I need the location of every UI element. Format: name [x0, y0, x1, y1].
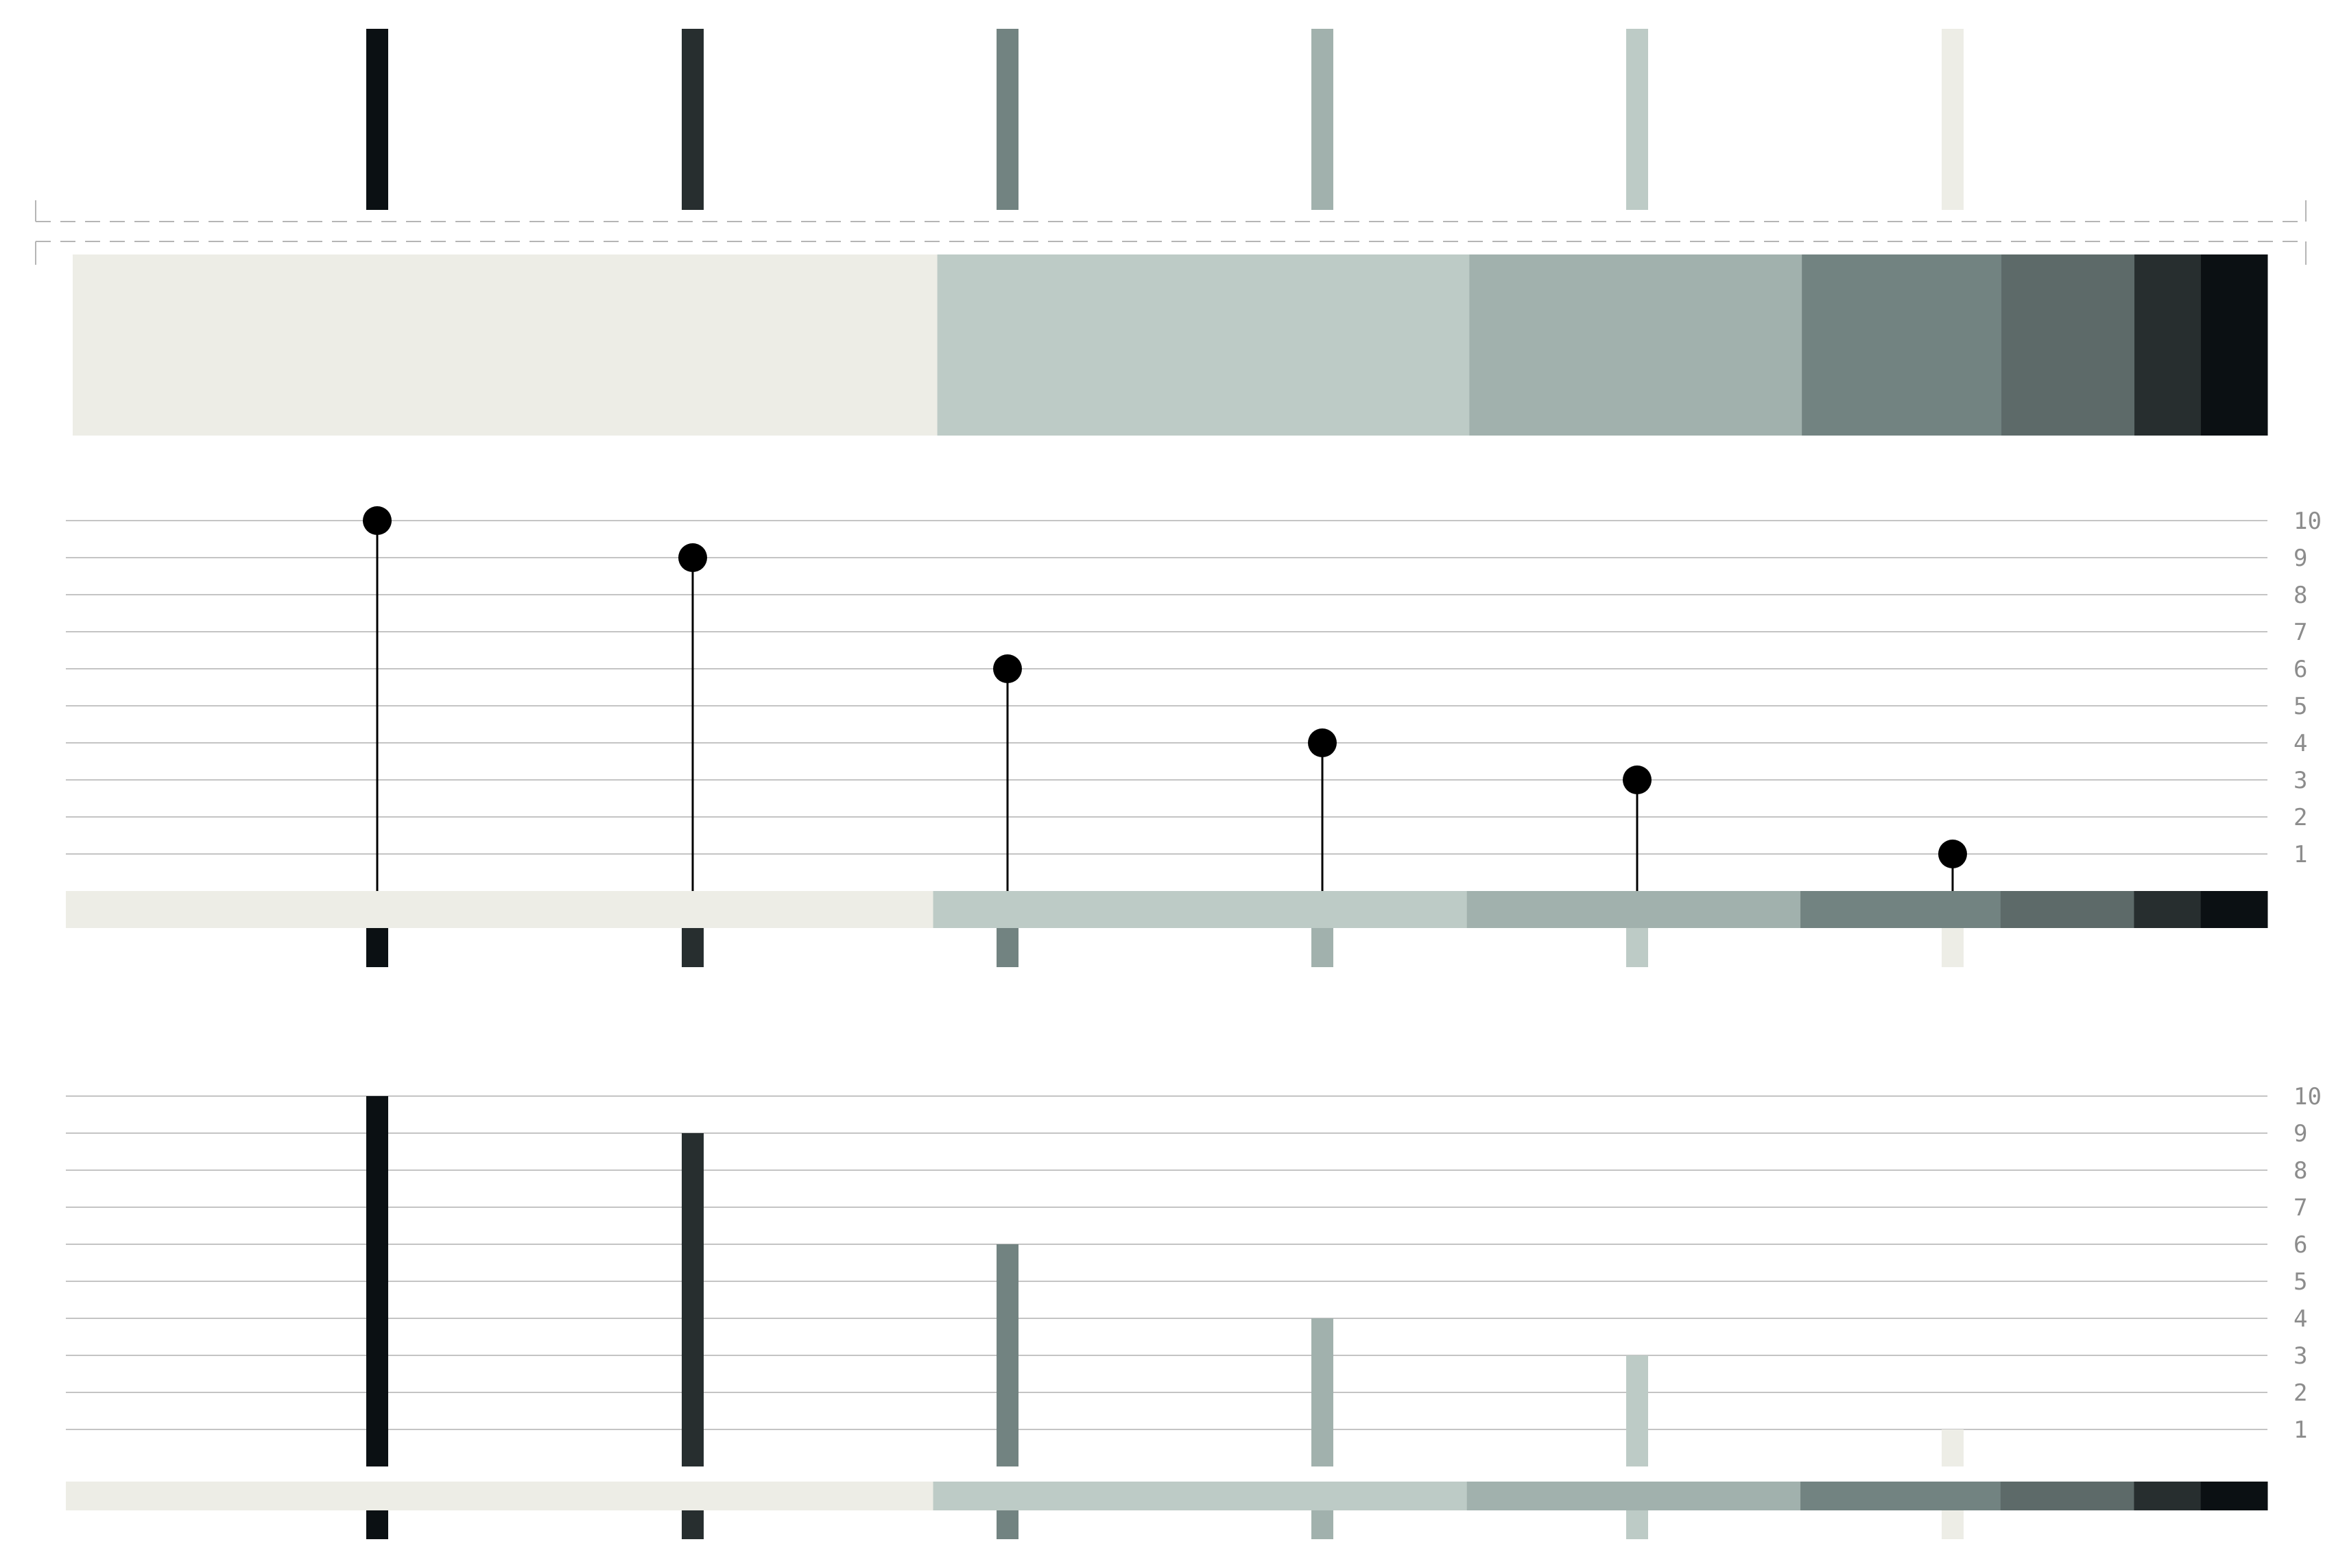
middle-base-band-segment-2: [933, 891, 1468, 928]
middle-y-tick-label: 3: [2294, 767, 2307, 794]
bottom-base-band-segment-6: [2134, 1482, 2202, 1510]
bottom-y-tick-label: 4: [2294, 1305, 2307, 1333]
middle-y-tick-label: 9: [2294, 545, 2307, 572]
bottom-y-tick-label: 5: [2294, 1268, 2307, 1296]
middle-category-tab-4: [1311, 928, 1333, 967]
middle-y-tick-label: 7: [2294, 619, 2307, 646]
bottom-base-band-segment-5: [2000, 1482, 2134, 1510]
stacked-band-panel: [73, 254, 2268, 436]
bottom-y-tick-label: 7: [2294, 1194, 2307, 1222]
bottom-category-tab-5: [1626, 1509, 1648, 1539]
bottom-base-band-segment-7: [2200, 1482, 2268, 1510]
band-segment-5: [2001, 254, 2135, 436]
bottom-y-tick-label: 8: [2294, 1157, 2307, 1185]
bar-3: [997, 1244, 1018, 1466]
middle-category-tab-5: [1626, 928, 1648, 967]
middle-base-band-segment-6: [2134, 891, 2202, 928]
middle-y-tick-label: 6: [2294, 656, 2307, 683]
top-bar-5: [1626, 29, 1648, 210]
lollipop-marker-3: [993, 654, 1022, 683]
lollipop-marker-6: [1938, 840, 1967, 868]
middle-y-tick-label: 5: [2294, 693, 2307, 720]
bar-panel: 1 2 3 4 5 6 7 8 9 10: [66, 1083, 2322, 1539]
lollipop-panel: 1 2 3 4 5 6 7 8 9 10: [66, 506, 2322, 967]
lollipop-marker-2: [678, 543, 707, 572]
middle-base-band-segment-4: [1800, 891, 2001, 928]
middle-y-tick-label: 1: [2294, 841, 2307, 868]
top-bar-1: [366, 29, 388, 210]
middle-category-tab-6: [1942, 928, 1964, 967]
middle-y-tick-label: 8: [2294, 582, 2307, 609]
middle-category-tab-3: [997, 928, 1018, 967]
bottom-y-tick-label: 1: [2294, 1416, 2307, 1444]
top-bar-2: [682, 29, 704, 210]
band-segment-7: [2201, 254, 2268, 436]
band-segment-3: [1469, 254, 1802, 436]
bottom-y-tick-label: 6: [2294, 1231, 2307, 1259]
bar-6: [1942, 1429, 1964, 1466]
top-bar-3: [997, 29, 1018, 210]
lollipop-marker-4: [1308, 728, 1337, 757]
bottom-category-tab-3: [997, 1509, 1018, 1539]
bottom-category-tab-4: [1311, 1509, 1333, 1539]
top-bar-4: [1311, 29, 1333, 210]
lollipop-marker-1: [363, 506, 392, 535]
bottom-y-tick-label: 9: [2294, 1120, 2307, 1148]
middle-y-tick-label: 10: [2294, 508, 2322, 535]
bottom-y-tick-label: 2: [2294, 1379, 2307, 1407]
middle-category-tab-2: [682, 928, 704, 967]
bottom-category-tab-1: [366, 1509, 388, 1539]
middle-base-band-segment-3: [1466, 891, 1801, 928]
bar-5: [1626, 1355, 1648, 1466]
middle-base-band-segment-7: [2200, 891, 2268, 928]
middle-y-tick-label: 4: [2294, 730, 2307, 757]
middle-base-band-segment-5: [2000, 891, 2134, 928]
bar-1: [366, 1096, 388, 1466]
bottom-base-band-segment-1: [66, 1482, 934, 1510]
dashed-separator: [35, 200, 2307, 265]
top-bar-6: [1942, 29, 1964, 210]
bottom-category-tab-2: [682, 1509, 704, 1539]
middle-y-tick-label: 2: [2294, 804, 2307, 831]
bar-2: [682, 1133, 704, 1466]
bottom-base-band-segment-3: [1466, 1482, 1801, 1510]
top-bars-panel: [366, 29, 1964, 210]
middle-category-tab-1: [366, 928, 388, 967]
band-segment-6: [2134, 254, 2202, 436]
lollipop-marker-5: [1623, 765, 1652, 794]
band-segment-4: [1802, 254, 2002, 436]
bottom-y-tick-label: 3: [2294, 1342, 2307, 1370]
middle-base-band-segment-1: [66, 891, 934, 928]
bottom-category-tab-6: [1942, 1509, 1964, 1539]
band-segment-2: [937, 254, 1470, 436]
bottom-base-band-segment-2: [933, 1482, 1468, 1510]
bottom-y-tick-label: 10: [2294, 1083, 2322, 1110]
bar-4: [1311, 1318, 1333, 1466]
bottom-base-band-segment-4: [1800, 1482, 2001, 1510]
band-segment-1: [73, 254, 938, 436]
